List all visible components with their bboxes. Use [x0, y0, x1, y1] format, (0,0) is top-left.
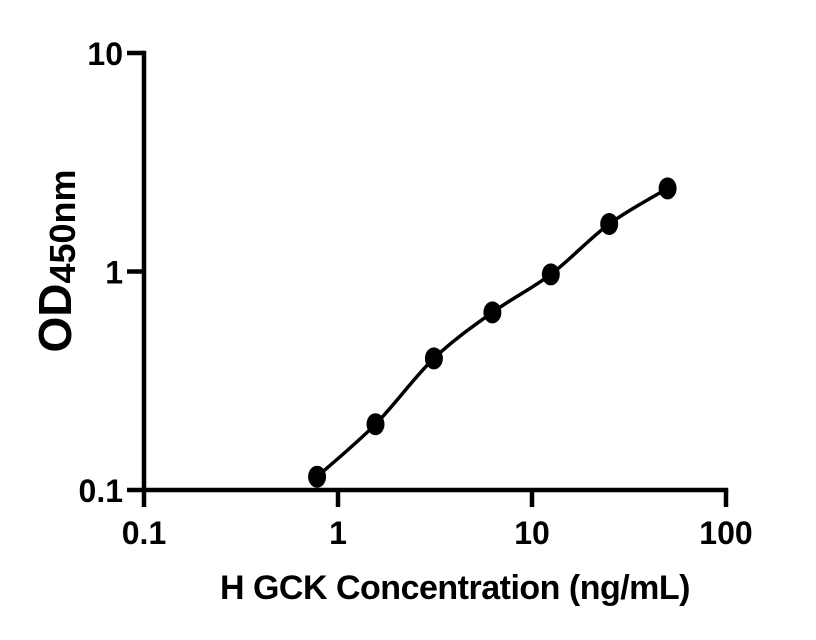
- y-tick-label: 1: [105, 255, 123, 291]
- data-point-marker: [600, 213, 619, 235]
- data-point-marker: [424, 347, 443, 370]
- y-axis-title-main: OD: [29, 284, 81, 353]
- x-axis-title: H GCK Concentration (ng/mL): [220, 569, 690, 607]
- data-point-marker: [308, 465, 327, 488]
- data-point-marker: [366, 413, 385, 436]
- y-axis-title: OD450nm: [29, 169, 83, 352]
- data-point-marker: [541, 263, 560, 286]
- y-axis-title-sub: 450nm: [42, 169, 83, 283]
- y-tick-label: 0.1: [79, 473, 123, 509]
- data-point-marker: [658, 177, 677, 200]
- x-tick-label: 10: [514, 515, 550, 551]
- x-tick-label: 1: [329, 515, 347, 551]
- axes-frame: [141, 50, 729, 493]
- y-tick-label: 10: [87, 36, 123, 72]
- plot-generated-layer: 0.1 1 10 0.1 1 10 100: [79, 36, 753, 551]
- x-tick-label: 0.1: [122, 515, 166, 551]
- data-point-marker: [483, 301, 502, 324]
- x-tick-label: 100: [699, 515, 752, 551]
